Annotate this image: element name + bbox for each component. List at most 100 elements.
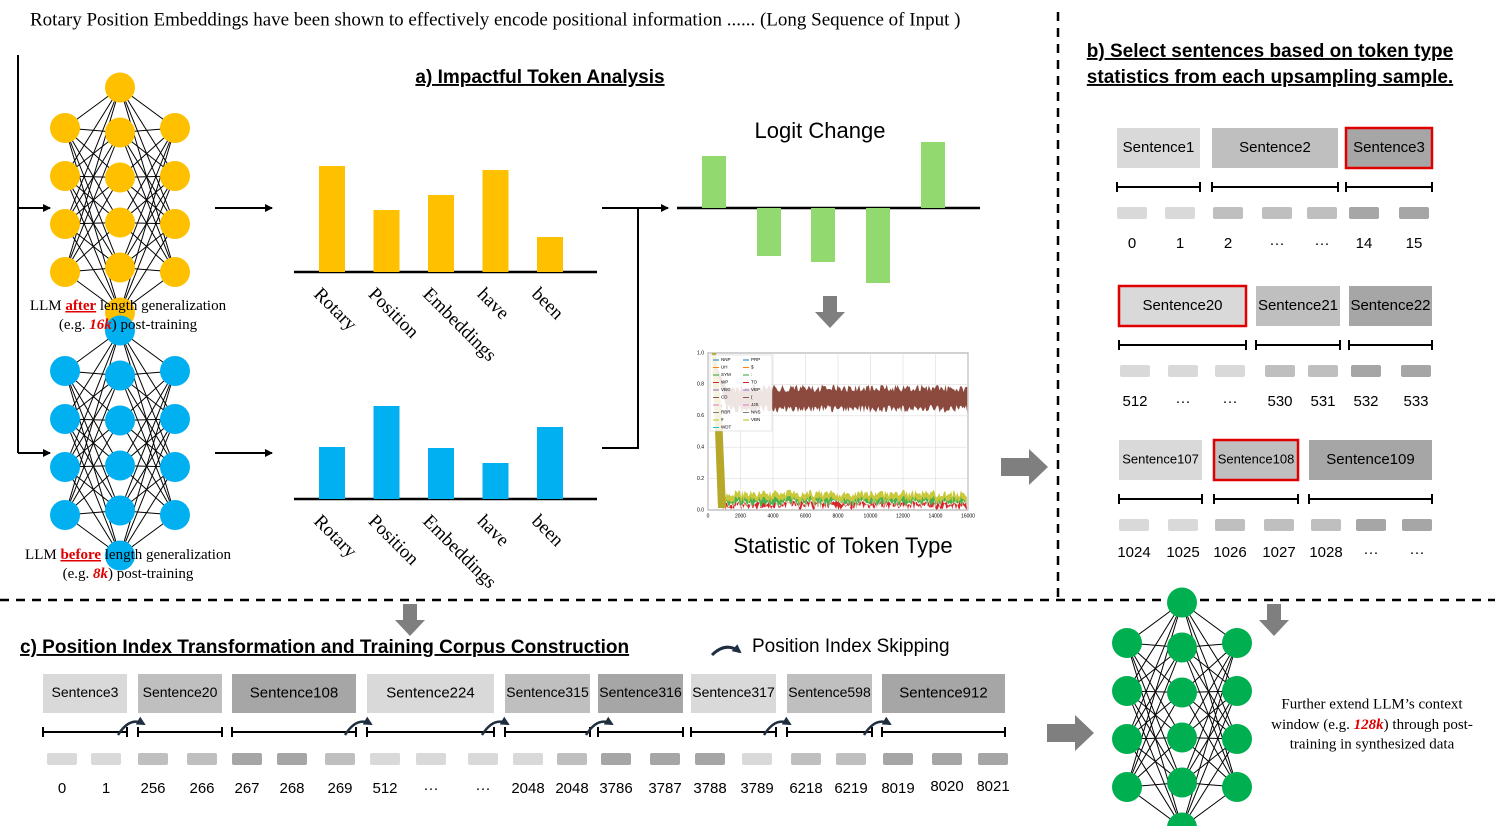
edge (64, 330, 121, 516)
token (370, 753, 400, 765)
edge (1181, 602, 1238, 788)
caption-emphasis: before (60, 547, 101, 563)
edge (119, 375, 176, 516)
edge (64, 330, 121, 420)
sentence-box (1344, 126, 1434, 170)
legend-frame (709, 354, 773, 432)
node (160, 452, 190, 482)
edge (119, 223, 176, 313)
node (1167, 722, 1197, 753)
token (1349, 207, 1379, 219)
node (1112, 724, 1142, 754)
edge (64, 175, 121, 313)
edge (119, 132, 176, 225)
index-label: 3787 (648, 780, 681, 797)
plot-tick-label: 12000 (896, 513, 910, 519)
edge (119, 375, 176, 468)
edge (64, 375, 121, 516)
edge (119, 330, 176, 420)
edge (1181, 602, 1238, 740)
sentence-box (43, 674, 127, 713)
skip-arrow (862, 716, 892, 736)
sentence-box (1117, 128, 1200, 168)
legend-label: , (721, 402, 722, 407)
node (160, 161, 190, 191)
caption-emphasis: after (65, 298, 96, 314)
bar (537, 427, 563, 499)
caption-emphasis: 8k (93, 566, 109, 582)
legend-label: VBP (751, 387, 760, 392)
node (160, 257, 190, 287)
index-label: 3789 (740, 780, 773, 797)
caption-part: length generalization (101, 547, 231, 563)
sentence-box (1212, 128, 1338, 168)
index-label: 0 (1128, 235, 1136, 252)
index-label: 530 (1267, 393, 1292, 410)
bar (428, 195, 454, 272)
edge (64, 175, 121, 268)
node (105, 540, 135, 571)
edge (64, 127, 121, 313)
block-arrow (1001, 449, 1048, 485)
block-arrow (1259, 604, 1289, 636)
plot-band (722, 495, 967, 507)
node (160, 113, 190, 143)
token-label: have (473, 511, 513, 551)
skip-arrow (116, 716, 146, 736)
token (325, 753, 355, 765)
stat-title: Statistic of Token Type (733, 533, 952, 558)
token (1168, 519, 1198, 531)
index-label: 2048 (511, 780, 544, 797)
sentence-box (882, 674, 1005, 713)
node (160, 356, 190, 386)
edge (1182, 690, 1238, 826)
node (105, 72, 135, 103)
sentence-label: Sentence598 (788, 684, 871, 700)
final-text: Further extend LLM’s context (1281, 696, 1463, 712)
section-title: statistics from each upsampling sample. (1087, 67, 1453, 88)
network-extended (1112, 587, 1252, 826)
caption-part: ) post-training (112, 317, 198, 333)
token (836, 753, 866, 765)
network-after (50, 72, 190, 328)
node (160, 500, 190, 530)
network-before (50, 315, 190, 571)
index-label: 1027 (1262, 544, 1295, 561)
token (1262, 207, 1292, 219)
edge (119, 420, 176, 516)
index-label: 512 (372, 780, 397, 797)
connector (602, 208, 639, 449)
plot-tick-label: 0 (707, 513, 710, 519)
bar (482, 170, 509, 272)
edge (64, 87, 121, 177)
index-label: 1026 (1213, 544, 1246, 561)
index-label: 256 (140, 780, 165, 797)
edge (119, 370, 176, 511)
legend-label: $ (751, 365, 754, 370)
index-label: ··· (1315, 235, 1330, 252)
token (1165, 207, 1195, 219)
final-part: window (e.g. (1271, 717, 1354, 733)
skip-arrow (343, 716, 373, 736)
sentence-label: Sentence317 (692, 684, 775, 700)
sentence-label: Sentence22 (1350, 297, 1430, 314)
edge (64, 127, 121, 268)
sentence-label: Sentence20 (1142, 297, 1222, 314)
logit-bar (921, 142, 945, 208)
index-label: 1 (1176, 235, 1184, 252)
edge (119, 370, 176, 466)
token (1168, 365, 1198, 377)
edge (1181, 647, 1238, 788)
sentence-label: Sentence315 (506, 684, 589, 700)
node (1112, 628, 1142, 658)
plot-legend: NNP UH SYM WP VBG CD, RBR # WDT PRP $: TO VBP (JJS NNS… (709, 354, 773, 432)
plot-tick-label: 0.4 (697, 445, 704, 451)
node (1222, 724, 1252, 754)
legend-label: VBN (751, 417, 760, 422)
token (1311, 519, 1341, 531)
edge (64, 132, 121, 273)
edge (1126, 642, 1183, 783)
token (1356, 519, 1386, 531)
edge (119, 127, 176, 223)
edge (1181, 692, 1238, 788)
